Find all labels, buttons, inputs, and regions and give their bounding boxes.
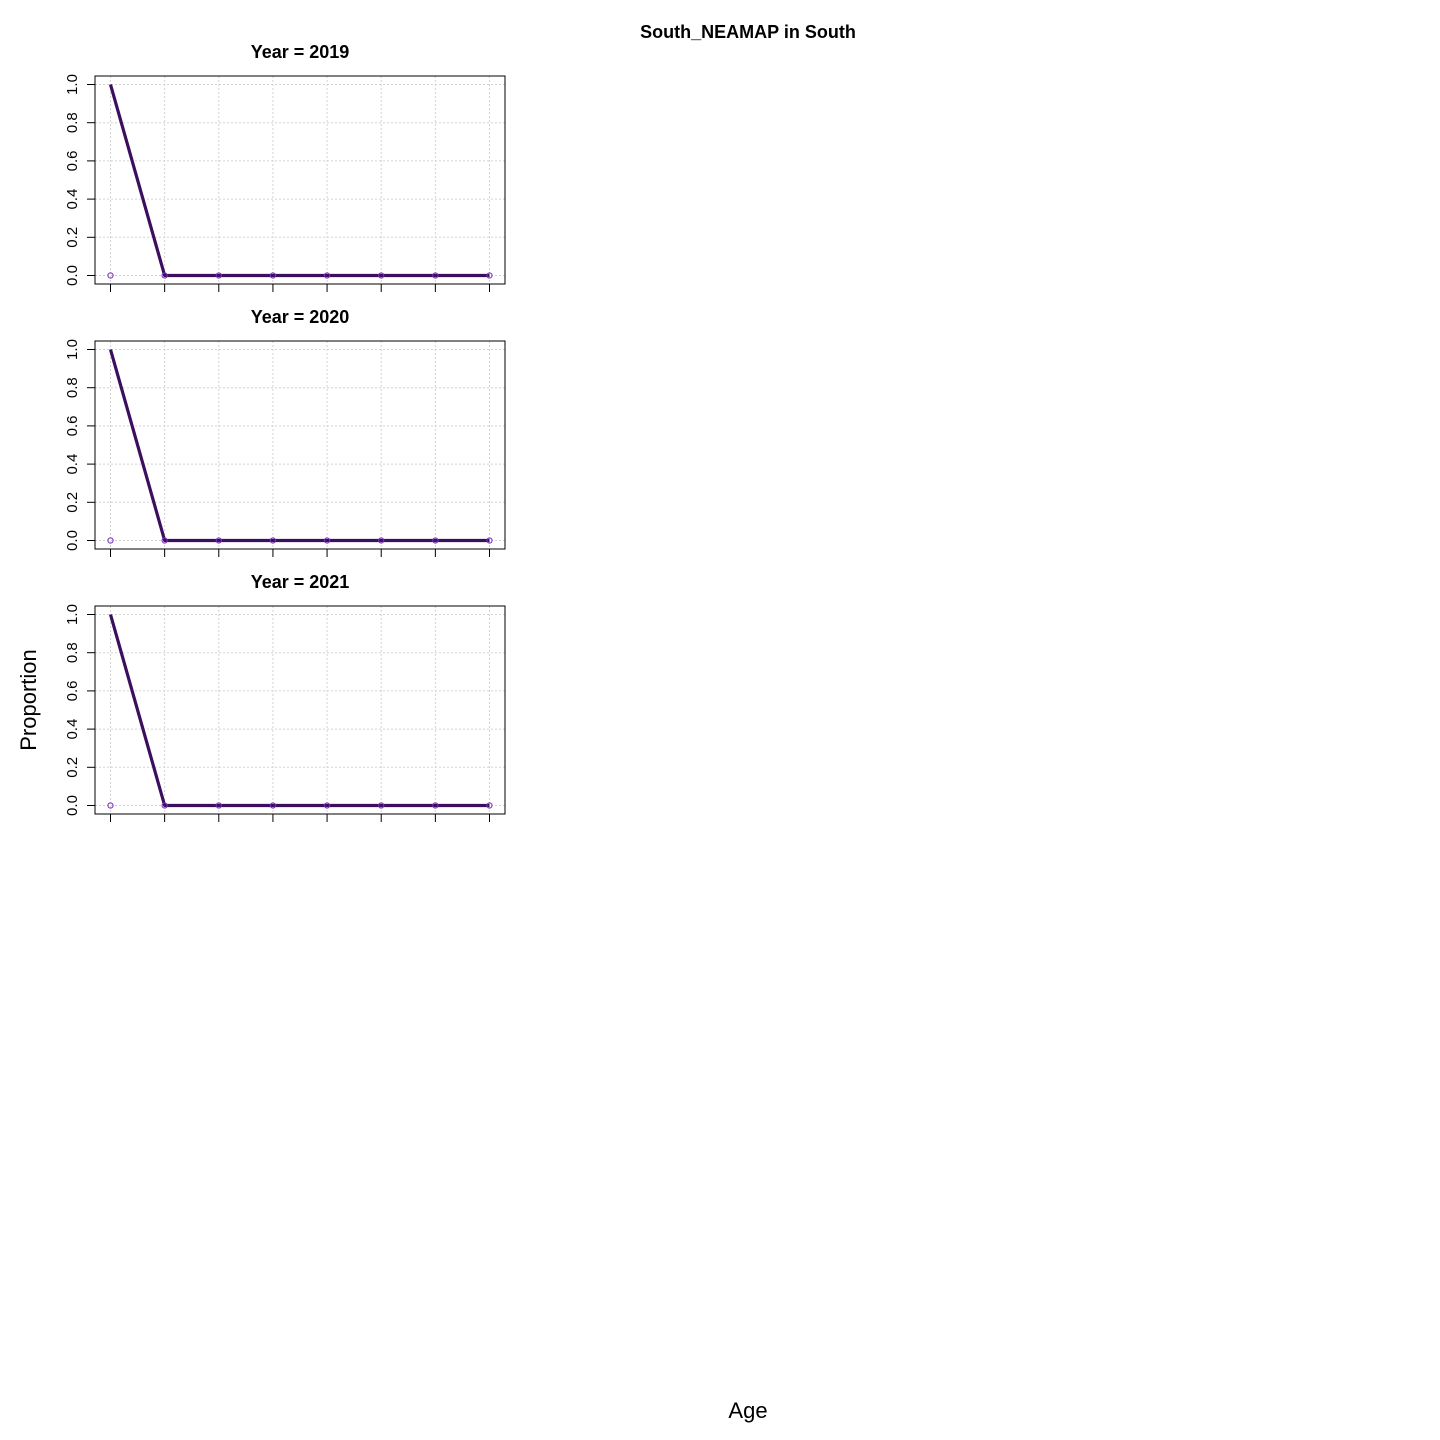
y-tick-label: 0.8 [64, 642, 81, 663]
panel-title: Year = 2019 [251, 42, 350, 62]
observed-point [215, 272, 222, 279]
observed-point [486, 537, 493, 544]
observed-point [161, 537, 168, 544]
panel-1: Year = 2020 0.0 0.2 0.4 0.6 0.8 1.0 [64, 307, 506, 557]
figure-title: South_NEAMAP in South [640, 22, 856, 42]
predicted-line [108, 349, 490, 543]
y-tick-label: 0.2 [64, 227, 81, 248]
plot-frame [94, 75, 506, 285]
y-tick-label: 0.0 [64, 265, 81, 286]
y-tick-label: 0.2 [64, 492, 81, 513]
observed-point [161, 272, 168, 279]
y-tick-label: 0.4 [64, 719, 81, 740]
panel-0: Year = 2019 0.0 0.2 0.4 0.6 0.8 1.0 [64, 42, 506, 292]
predicted-line [108, 614, 490, 808]
y-tick-label: 0.8 [64, 377, 81, 398]
plot-frame [94, 340, 506, 550]
observed-point [378, 537, 385, 544]
observed-point [432, 537, 439, 544]
observed-point [269, 537, 277, 544]
observed-point [107, 802, 114, 809]
y-tick-label: 0.0 [64, 530, 81, 551]
observed-point [323, 272, 331, 279]
y-tick-label: 1.0 [64, 339, 81, 360]
predicted-line [108, 84, 490, 278]
y-tick-label: 0.4 [64, 454, 81, 475]
observed-point [378, 802, 385, 809]
y-tick-label: 0.4 [64, 189, 81, 210]
panel-title: Year = 2021 [251, 572, 350, 592]
y-tick-label: 0.6 [64, 150, 81, 171]
y-tick-label: 0.2 [64, 757, 81, 778]
observed-point [269, 802, 277, 809]
observed-point [107, 272, 114, 279]
observed-point [161, 802, 168, 809]
observed-point [323, 537, 331, 544]
y-tick-label: 0.6 [64, 680, 81, 701]
observed-point [215, 537, 222, 544]
y-tick-label: 1.0 [64, 74, 81, 95]
y-tick-label: 1.0 [64, 604, 81, 625]
observed-point [486, 802, 493, 809]
observed-point [269, 272, 277, 279]
y-axis-label: Proportion [16, 649, 41, 751]
panel-title: Year = 2020 [251, 307, 350, 327]
observed-point [432, 272, 439, 279]
observed-point [432, 802, 439, 809]
observed-point [107, 537, 114, 544]
plot-frame [94, 605, 506, 815]
y-tick-label: 0.8 [64, 112, 81, 133]
observed-point [378, 272, 385, 279]
y-tick-label: 0.6 [64, 415, 81, 436]
y-tick-label: 0.0 [64, 795, 81, 816]
observed-point [323, 802, 331, 809]
x-axis-label: Age [728, 1398, 767, 1423]
observed-point [215, 802, 222, 809]
panel-2: Year = 2021 0.0 0.2 0.4 0.6 0.8 1.0 [64, 572, 506, 822]
observed-point [486, 272, 493, 279]
